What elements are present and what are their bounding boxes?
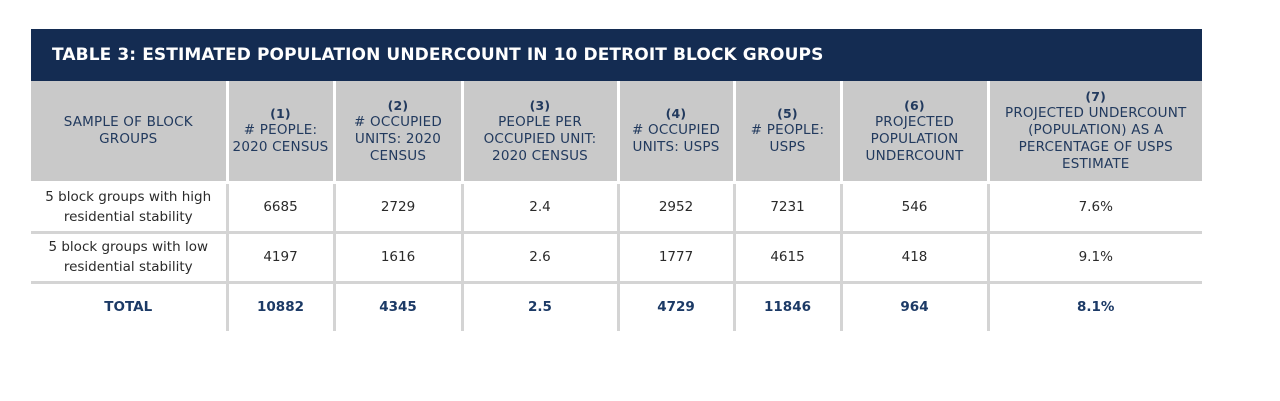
column-header-4: (4) # OCCUPIED UNITS: USPS bbox=[616, 81, 734, 184]
column-header-number: (3) bbox=[529, 97, 551, 113]
column-header-label: PROJECTED POPULATION UNDERCOUNT bbox=[865, 113, 964, 164]
column-header-number: (6) bbox=[904, 97, 925, 113]
total-cell: 964 bbox=[839, 282, 988, 331]
total-cell: 10882 bbox=[225, 282, 334, 331]
column-header-label: # OCCUPIED UNITS: 2020 CENSUS bbox=[353, 113, 442, 164]
table-cell: 7231 bbox=[732, 182, 841, 234]
table-title: TABLE 3: ESTIMATED POPULATION UNDERCOUNT… bbox=[31, 29, 1202, 81]
table-cell: 4197 bbox=[225, 232, 334, 284]
population-undercount-table: TABLE 3: ESTIMATED POPULATION UNDERCOUNT… bbox=[31, 29, 1202, 331]
total-cell: 2.5 bbox=[460, 282, 618, 331]
table-row-total: TOTAL 10882 4345 2.5 4729 11846 964 8.1% bbox=[31, 282, 1202, 331]
table-cell: 2729 bbox=[332, 182, 462, 234]
row-label: 5 block groups with high residential sta… bbox=[31, 182, 227, 234]
column-header-5: (5) # PEOPLE: USPS bbox=[732, 81, 841, 184]
column-header-number: (4) bbox=[665, 106, 687, 122]
column-header-number: (1) bbox=[270, 106, 291, 122]
column-header-6: (6) PROJECTED POPULATION UNDERCOUNT bbox=[839, 81, 988, 184]
table-cell: 4615 bbox=[732, 232, 841, 284]
table-cell: 2.4 bbox=[460, 182, 618, 234]
table-cell: 2.6 bbox=[460, 232, 618, 284]
column-header-label: SAMPLE OF BLOCK GROUPS bbox=[63, 113, 193, 147]
data-table: SAMPLE OF BLOCK GROUPS (1) # PEOPLE: 202… bbox=[31, 81, 1202, 331]
total-cell: 11846 bbox=[732, 282, 841, 331]
column-header-number: (7) bbox=[1085, 89, 1107, 105]
column-header-7: (7) PROJECTED UNDERCOUNT (POPULATION) AS… bbox=[986, 81, 1202, 184]
total-label: TOTAL bbox=[104, 299, 153, 316]
table-cell: 1777 bbox=[616, 232, 734, 284]
table-cell: 6685 bbox=[225, 182, 334, 234]
table-cell: 2952 bbox=[616, 182, 734, 234]
table-row-high-stability: 5 block groups with high residential sta… bbox=[31, 182, 1202, 234]
table-cell: 546 bbox=[839, 182, 988, 234]
column-header-label: PROJECTED UNDERCOUNT (POPULATION) AS A P… bbox=[1005, 105, 1187, 173]
total-cell: 4345 bbox=[332, 282, 462, 331]
column-header-label: # PEOPLE: 2020 CENSUS bbox=[232, 122, 329, 156]
row-label: 5 block groups with low residential stab… bbox=[31, 232, 227, 284]
column-header-3: (3) PEOPLE PER OCCUPIED UNIT: 2020 CENSU… bbox=[460, 81, 618, 184]
total-cell: 8.1% bbox=[986, 282, 1202, 331]
total-cell: 4729 bbox=[616, 282, 734, 331]
column-header-1: (1) # PEOPLE: 2020 CENSUS bbox=[225, 81, 334, 184]
column-header-label: # OCCUPIED UNITS: USPS bbox=[631, 122, 720, 156]
table-cell: 1616 bbox=[332, 232, 462, 284]
table-cell: 9.1% bbox=[986, 232, 1202, 284]
column-header-2: (2) # OCCUPIED UNITS: 2020 CENSUS bbox=[332, 81, 462, 184]
column-header-sample: SAMPLE OF BLOCK GROUPS bbox=[31, 81, 227, 184]
column-header-label: # PEOPLE: USPS bbox=[750, 122, 825, 156]
column-header-number: (5) bbox=[777, 106, 798, 122]
header-row: SAMPLE OF BLOCK GROUPS (1) # PEOPLE: 202… bbox=[31, 81, 1202, 184]
table-row-low-stability: 5 block groups with low residential stab… bbox=[31, 232, 1202, 284]
table-cell: 418 bbox=[839, 232, 988, 284]
column-header-label: PEOPLE PER OCCUPIED UNIT: 2020 CENSUS bbox=[483, 113, 597, 164]
table-cell: 7.6% bbox=[986, 182, 1202, 234]
column-header-number: (2) bbox=[387, 97, 409, 113]
